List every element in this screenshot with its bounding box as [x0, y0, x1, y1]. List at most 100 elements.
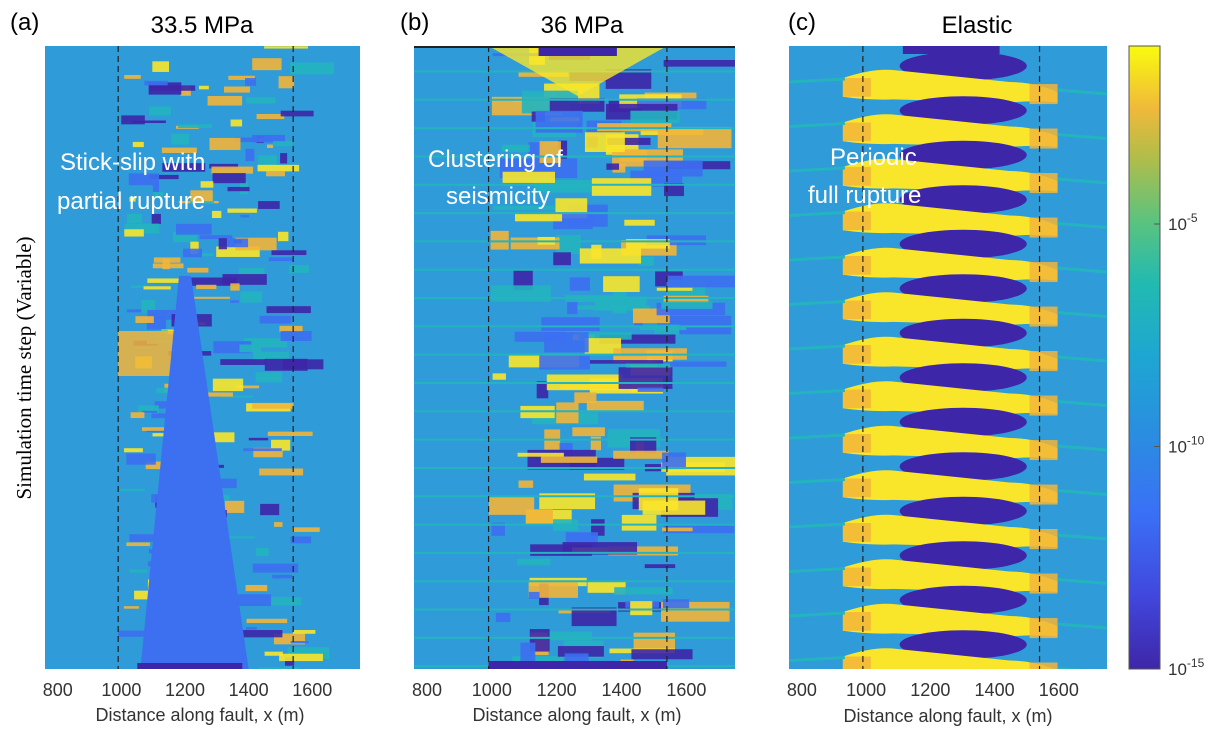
heatmap-cell — [789, 433, 845, 440]
panel-b-heatmap — [414, 46, 735, 669]
heatmap-cell — [578, 332, 632, 340]
heatmap-cell — [613, 356, 653, 363]
panel-b-x-ticks: 800 1000 1200 1400 1600 — [412, 680, 706, 700]
heatmap-cell — [209, 137, 241, 151]
heatmap-cell — [842, 69, 1058, 103]
heatmap-cell — [246, 618, 288, 624]
heatmap-cell — [280, 110, 314, 117]
heatmap-cell — [230, 283, 240, 291]
x-tick-label: 1400 — [229, 680, 269, 700]
heatmap-cell — [245, 584, 268, 592]
heatmap-cell — [1029, 173, 1058, 194]
panel-b: (b) 36 MPa Clustering of seismicity 800 1… — [400, 9, 735, 725]
heatmap-cell — [663, 295, 709, 307]
heatmap-cell — [199, 235, 233, 240]
heatmap-cell — [555, 234, 581, 255]
heatmap-cell — [502, 171, 556, 183]
heatmap-cell — [842, 211, 871, 231]
heatmap-cell — [644, 564, 676, 569]
panel-c-heatmap — [789, 46, 1107, 669]
heatmap-cell — [131, 120, 166, 124]
heatmap-cell — [488, 497, 535, 515]
heatmap-cell — [488, 46, 667, 96]
heatmap-cell — [266, 171, 285, 177]
heatmap-cell — [584, 338, 622, 356]
heatmap-cell — [661, 301, 713, 309]
heatmap-cell — [488, 661, 667, 669]
heatmap-cell — [180, 86, 191, 96]
heatmap-cell — [625, 363, 671, 368]
heatmap-cell — [147, 309, 193, 320]
heatmap-cell — [266, 306, 311, 314]
heatmap-cell — [259, 468, 304, 476]
heatmap-cell — [789, 389, 845, 396]
heatmap-cell — [264, 46, 309, 49]
heatmap-cell — [224, 536, 255, 539]
x-tick-label: 1200 — [910, 680, 950, 700]
heatmap-cell — [657, 361, 727, 367]
heatmap-cell — [535, 110, 583, 133]
heatmap-cell — [140, 276, 249, 669]
heatmap-cell — [200, 181, 214, 188]
heatmap-cell — [1029, 217, 1058, 238]
heatmap-cell — [1057, 489, 1107, 497]
heatmap-cell — [528, 591, 540, 599]
heatmap-cell — [1029, 529, 1058, 550]
heatmap-cell — [272, 574, 292, 579]
heatmap-cell — [842, 603, 1058, 637]
heatmap-cell — [273, 633, 306, 645]
heatmap-cell — [558, 140, 568, 159]
heatmap-cell — [656, 287, 693, 291]
heatmap-cell — [135, 316, 154, 323]
heatmap-cell — [842, 247, 1058, 281]
colorbar-tick-label: 10-10 — [1168, 434, 1205, 457]
heatmap-cell — [152, 61, 170, 72]
heatmap-cell — [149, 174, 179, 180]
heatmap-cell — [129, 197, 136, 202]
heatmap-cell — [842, 203, 1058, 237]
heatmap-cell — [899, 318, 1027, 348]
panel-a: (a) 33.5 MPa Stick-slip with partial rup… — [10, 9, 360, 725]
heatmap-cell — [274, 522, 283, 527]
heatmap-cell — [141, 299, 156, 313]
heatmap-cell — [789, 611, 845, 618]
heatmap-cell — [152, 184, 160, 192]
heatmap-cell — [258, 201, 280, 209]
heatmap-cell — [517, 452, 564, 457]
heatmap-cell — [126, 453, 156, 465]
heatmap-cell — [290, 62, 335, 75]
heatmap-cell — [148, 82, 182, 95]
heatmap-cell — [280, 153, 288, 164]
panel-a-title: 33.5 MPa — [151, 12, 254, 39]
heatmap-cell — [539, 141, 561, 163]
heatmap-cell — [662, 527, 693, 532]
heatmap-cell — [1029, 306, 1058, 327]
heatmap-cell — [1057, 400, 1107, 408]
heatmap-cell — [492, 205, 566, 210]
panel-a-x-ticks: 800 1000 1200 1400 1600 — [43, 680, 333, 700]
heatmap-cell — [842, 167, 871, 186]
heatmap-cell — [222, 274, 267, 285]
heatmap-cell — [899, 363, 1027, 392]
heatmap-cell — [899, 96, 1027, 125]
panel-c-x-ticks: 800 1000 1200 1400 1600 — [787, 680, 1079, 700]
heatmap-cell — [842, 567, 871, 587]
heatmap-cell — [191, 277, 237, 286]
heatmap-cell — [630, 110, 680, 124]
heatmap-cell — [271, 439, 291, 451]
heatmap-cell — [278, 76, 295, 89]
heatmap-cell — [126, 213, 143, 224]
heatmap-cell — [518, 480, 534, 488]
x-tick-label: 800 — [787, 680, 817, 700]
heatmap-cell — [666, 275, 735, 288]
panel-b-title: 36 MPa — [541, 12, 624, 39]
heatmap-cell — [137, 663, 243, 669]
heatmap-cell — [490, 285, 551, 302]
heatmap-cell — [236, 385, 260, 389]
heatmap-cell — [539, 493, 596, 510]
heatmap-cell — [513, 269, 533, 291]
heatmap-cell — [538, 48, 617, 56]
heatmap-cell — [1029, 662, 1058, 669]
heatmap-cell — [842, 300, 871, 320]
